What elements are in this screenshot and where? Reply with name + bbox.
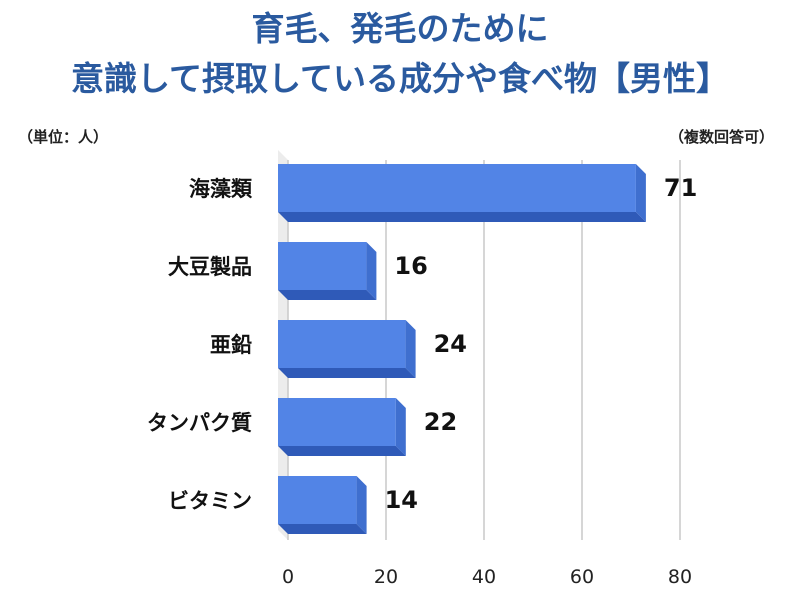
bar	[278, 398, 396, 446]
bar-bottom	[278, 446, 406, 456]
value-label: 24	[434, 330, 467, 358]
unit-note: （単位：人）	[18, 128, 109, 146]
bar-bottom	[278, 212, 646, 222]
category-label: タンパク質	[147, 411, 252, 435]
bar-bottom	[278, 368, 416, 378]
category-label: ビタミン	[168, 489, 252, 513]
x-tick-label: 60	[570, 566, 594, 588]
x-tick-label: 0	[282, 566, 294, 588]
bar	[278, 242, 367, 290]
bar-side	[635, 164, 646, 222]
value-label: 22	[424, 408, 457, 436]
category-label: 海藻類	[189, 177, 253, 201]
bar-side	[405, 320, 416, 378]
bar-side	[366, 242, 377, 300]
chart-title-line1: 育毛、発毛のために	[251, 9, 549, 48]
chart-title-line2: 意識して摂取している成分や食べ物【男性】	[70, 59, 730, 98]
bar	[278, 476, 357, 524]
x-tick-label: 20	[374, 566, 398, 588]
x-tick-label: 80	[668, 566, 692, 588]
bar-side	[395, 398, 406, 456]
category-label: 亜鉛	[210, 333, 252, 357]
multiple-answer-note: （複数回答可）	[668, 128, 774, 146]
value-label: 16	[394, 252, 427, 280]
value-label: 14	[385, 486, 418, 514]
bar-bottom	[278, 290, 377, 300]
value-label: 71	[664, 174, 697, 202]
bar-side	[356, 476, 367, 534]
bar	[278, 164, 636, 212]
bar	[278, 320, 406, 368]
x-tick-label: 40	[472, 566, 496, 588]
category-label: 大豆製品	[168, 255, 252, 279]
bar-bottom	[278, 524, 367, 534]
